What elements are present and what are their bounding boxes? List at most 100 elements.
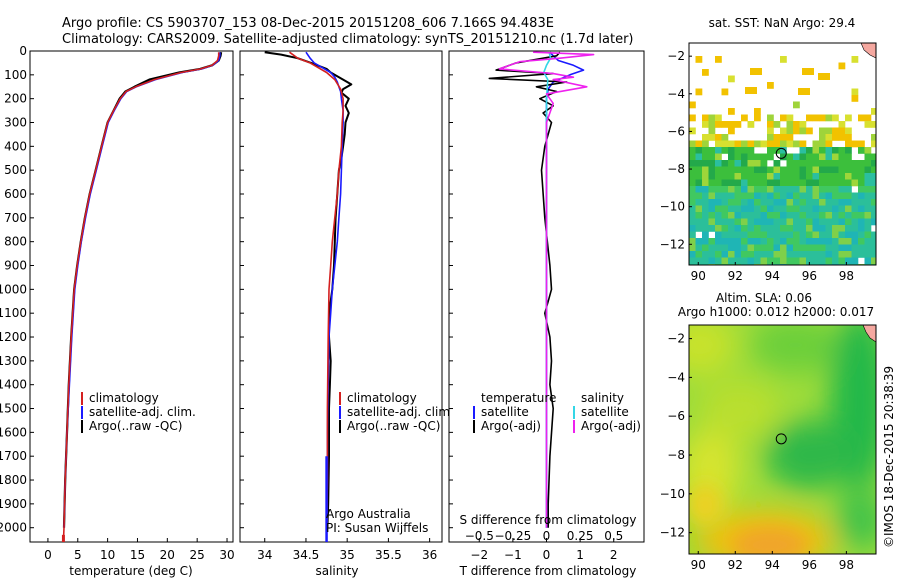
sst-cell <box>715 199 722 206</box>
t-difference-tick-label: 2 <box>610 548 618 562</box>
salinity-plot-frame <box>239 50 443 543</box>
sst-cell <box>858 238 865 245</box>
sst-map-title: sat. SST: NaN Argo: 29.4 <box>709 16 856 30</box>
sst-cell <box>708 251 716 258</box>
sst-cell <box>812 179 820 187</box>
legend-label-s-satellite: satellite <box>581 405 629 419</box>
sst-cell <box>786 218 794 226</box>
sst-cell <box>851 95 859 102</box>
sst-cell <box>825 218 833 226</box>
sst-cell <box>747 231 755 239</box>
sst-cell <box>858 179 865 187</box>
sst-cell <box>715 231 722 239</box>
sst-map-argo-marker <box>775 147 787 159</box>
sst-cell <box>767 231 774 239</box>
sst-cell <box>773 231 781 239</box>
sst-cell <box>767 225 774 232</box>
sst-cell <box>838 134 846 141</box>
sst-cell <box>715 212 722 219</box>
temperature-tick-label: 5 <box>74 548 82 562</box>
sst-cell <box>741 179 748 187</box>
sst-cell <box>734 173 742 180</box>
sst-cell <box>702 134 709 141</box>
sst-cell <box>845 257 852 265</box>
sst-cell <box>715 218 722 226</box>
sst-cell <box>728 147 735 154</box>
sst-cell <box>786 173 794 180</box>
sst-cell <box>695 199 703 206</box>
sst-cell <box>695 140 703 148</box>
sst-cell <box>825 134 833 141</box>
sst-cell <box>728 205 735 213</box>
sst-cell <box>760 212 768 219</box>
sst-cell <box>793 218 800 226</box>
sst-cell <box>715 244 722 252</box>
temperature-panel: 0100200300400500600700800900100011001200… <box>0 44 235 578</box>
sst-cell <box>721 179 729 187</box>
sst-cell <box>851 88 859 96</box>
sst-cell <box>760 140 768 148</box>
sst-cell <box>871 244 876 252</box>
sst-cell <box>689 140 696 148</box>
sst-cell <box>734 160 742 167</box>
sst-cell <box>689 205 696 213</box>
sst-cell <box>793 186 800 193</box>
sst-cell <box>825 160 833 167</box>
latitude-tick-label: −8 <box>667 448 685 462</box>
sst-cell <box>845 238 852 245</box>
sst-cell <box>798 88 810 95</box>
sst-cell <box>689 153 696 161</box>
sst-cell <box>767 186 774 193</box>
sst-cell <box>819 114 826 122</box>
sst-cell <box>702 160 709 167</box>
sst-cell <box>695 244 703 252</box>
sst-cell <box>780 186 787 193</box>
sst-cell <box>715 257 722 265</box>
latitude-tick-label: −10 <box>660 487 685 501</box>
sst-cell <box>728 199 735 206</box>
longitude-tick-label: 96 <box>802 269 817 283</box>
sst-cell <box>858 114 865 122</box>
sst-cell <box>851 192 859 200</box>
sst-cell <box>741 186 748 193</box>
sst-cell <box>793 127 800 135</box>
sst-cell <box>715 173 722 180</box>
sst-cell <box>780 192 787 200</box>
sst-cell <box>832 199 839 206</box>
t-difference-tick-label: −2 <box>470 548 488 562</box>
salinity-axis: 34 34.5 35 35.5 36 <box>240 50 437 562</box>
sst-cell <box>702 140 709 148</box>
sst-cell <box>812 205 820 213</box>
sst-cell <box>845 114 852 122</box>
sst-cell <box>721 251 729 258</box>
t-difference-tick-label: −1 <box>504 548 522 562</box>
sst-cell <box>806 127 813 135</box>
sst-cell <box>695 186 703 193</box>
sst-cell <box>708 134 716 141</box>
sst-cell <box>721 166 729 174</box>
sst-cell <box>864 166 872 174</box>
sst-cell <box>721 140 729 148</box>
sst-cell <box>825 205 833 213</box>
sst-cell <box>760 166 768 174</box>
sst-cell <box>812 147 820 154</box>
sla-blob <box>835 490 876 550</box>
salinity-tick-label: 35.5 <box>375 548 402 562</box>
sst-cell <box>741 218 748 226</box>
sst-cell <box>845 192 852 200</box>
sst-cell <box>871 218 876 226</box>
sst-cell <box>806 179 813 187</box>
sst-cell <box>819 173 826 180</box>
sst-cell <box>864 186 872 193</box>
sst-cell <box>773 186 781 193</box>
sst-cell <box>825 186 833 193</box>
sst-cell <box>812 114 820 122</box>
sst-cell <box>708 199 716 206</box>
sst-cell <box>747 205 755 213</box>
sst-cell <box>825 257 833 265</box>
longitude-tick-label: 94 <box>765 558 780 572</box>
depth-tick-label: 1600 <box>0 425 27 439</box>
sst-cell <box>747 244 755 252</box>
sst-cell <box>754 108 761 115</box>
sst-cell <box>728 166 735 174</box>
